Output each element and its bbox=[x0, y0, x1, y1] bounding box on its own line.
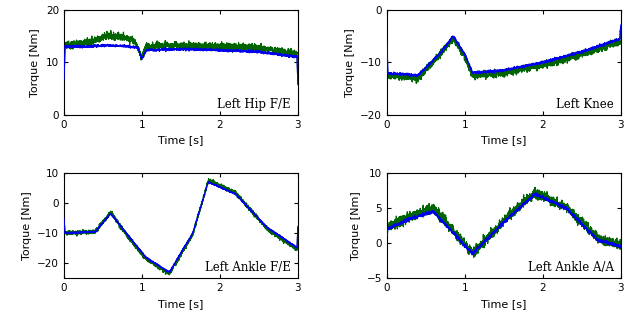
X-axis label: Time [s]: Time [s] bbox=[158, 299, 204, 309]
X-axis label: Time [s]: Time [s] bbox=[481, 135, 527, 145]
Y-axis label: Torque [Nm]: Torque [Nm] bbox=[344, 28, 355, 97]
Text: Left Hip F/E: Left Hip F/E bbox=[218, 98, 291, 111]
Y-axis label: Torque [Nm]: Torque [Nm] bbox=[351, 191, 361, 260]
X-axis label: Time [s]: Time [s] bbox=[481, 299, 527, 309]
Text: Left Knee: Left Knee bbox=[556, 98, 614, 111]
Text: Left Ankle F/E: Left Ankle F/E bbox=[205, 261, 291, 274]
Text: Left Ankle A/A: Left Ankle A/A bbox=[528, 261, 614, 274]
Y-axis label: Torque [Nm]: Torque [Nm] bbox=[31, 28, 40, 97]
X-axis label: Time [s]: Time [s] bbox=[158, 135, 204, 145]
Y-axis label: Torque [Nm]: Torque [Nm] bbox=[22, 191, 32, 260]
